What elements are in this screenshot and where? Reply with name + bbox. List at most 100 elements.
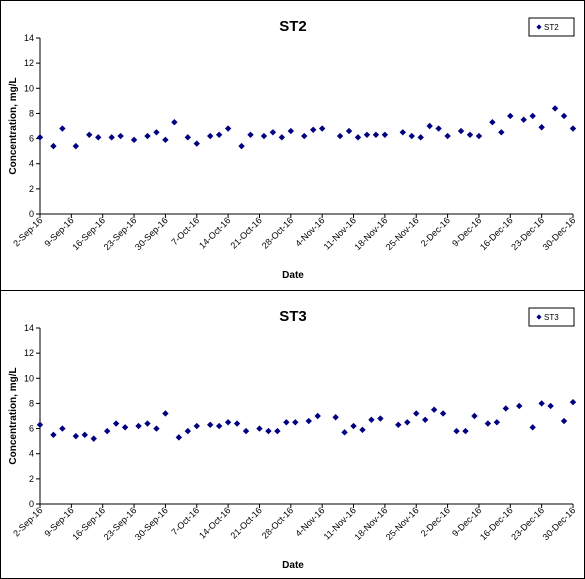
data-point xyxy=(462,427,469,435)
data-point xyxy=(184,427,192,435)
data-point xyxy=(144,132,151,140)
data-point xyxy=(238,142,245,150)
x-tick-label: 23-Sep-16 xyxy=(102,215,139,252)
data-point xyxy=(538,124,545,131)
data-point xyxy=(247,131,254,138)
legend-box xyxy=(528,307,575,327)
data-point xyxy=(193,140,200,147)
x-tick-label: 7-Oct-16 xyxy=(169,215,201,247)
data-point xyxy=(314,412,321,420)
y-tick-label: 14 xyxy=(24,33,34,43)
data-point xyxy=(560,112,568,120)
x-tick-label: 16-Dec-16 xyxy=(478,215,515,252)
data-point xyxy=(162,410,169,417)
y-axis-label: Concentration, mg/L xyxy=(8,367,19,464)
data-point xyxy=(408,132,415,140)
x-tick-label: 25-Nov-16 xyxy=(384,505,421,542)
data-point xyxy=(498,129,505,136)
data-point xyxy=(59,425,66,432)
data-point xyxy=(36,421,44,428)
data-point xyxy=(59,125,66,132)
data-point xyxy=(175,434,183,441)
data-point xyxy=(305,417,312,425)
data-point xyxy=(345,127,353,135)
data-point xyxy=(269,129,277,136)
data-point xyxy=(359,426,366,434)
data-point xyxy=(153,425,160,432)
data-point xyxy=(108,134,115,141)
data-point xyxy=(193,422,200,430)
y-tick-label: 10 xyxy=(24,83,34,93)
data-point xyxy=(368,416,375,423)
data-point xyxy=(215,131,223,138)
y-tick-label: 10 xyxy=(24,373,34,383)
data-point xyxy=(430,406,438,413)
y-tick-label: 12 xyxy=(24,348,34,358)
x-axis-label: Date xyxy=(282,270,304,281)
data-point xyxy=(265,427,272,435)
data-point xyxy=(444,132,451,140)
legend-marker xyxy=(536,24,542,30)
data-point xyxy=(336,132,344,140)
legend: ST3 xyxy=(528,307,575,327)
data-point xyxy=(354,134,362,141)
data-point xyxy=(547,402,554,410)
y-tick-label: 4 xyxy=(29,449,34,459)
legend-label: ST3 xyxy=(544,313,559,322)
data-point xyxy=(215,422,223,430)
data-point xyxy=(466,131,474,138)
x-tick-label: 18-Nov-16 xyxy=(353,505,390,542)
data-point xyxy=(287,127,295,135)
data-point xyxy=(520,116,527,123)
data-point xyxy=(130,136,138,144)
data-point xyxy=(171,119,178,126)
data-point xyxy=(489,119,496,126)
data-point xyxy=(233,420,241,427)
data-point xyxy=(135,422,142,430)
data-point xyxy=(86,131,93,138)
data-point xyxy=(551,105,559,112)
data-point xyxy=(50,142,57,150)
data-point xyxy=(301,132,308,140)
data-point xyxy=(184,134,192,141)
y-tick-label: 0 xyxy=(29,499,34,509)
x-tick-label: 2-Dec-16 xyxy=(419,215,452,248)
data-point xyxy=(90,435,97,442)
chart-title: ST2 xyxy=(279,18,307,35)
data-point xyxy=(453,427,460,435)
data-point xyxy=(207,132,214,140)
data-point xyxy=(381,131,389,138)
data-point xyxy=(242,427,250,435)
legend-marker xyxy=(536,314,542,320)
chart-st2: ST2024681012142-Sep-169-Sep-1616-Sep-162… xyxy=(8,17,577,281)
x-tick-label: 14-Oct-16 xyxy=(197,215,232,250)
data-point xyxy=(377,415,384,422)
data-point xyxy=(117,132,124,140)
x-axis-label: Date xyxy=(282,560,304,571)
y-tick-label: 4 xyxy=(29,159,34,169)
x-tick-label: 7-Oct-16 xyxy=(169,505,201,537)
data-point xyxy=(112,420,120,427)
x-tick-label: 23-Dec-16 xyxy=(509,215,546,252)
x-tick-label: 23-Dec-16 xyxy=(509,505,546,542)
data-point xyxy=(372,131,380,138)
data-point xyxy=(417,134,424,141)
data-point xyxy=(292,419,299,426)
y-tick-label: 8 xyxy=(29,398,34,408)
x-tick-label: 2-Sep-16 xyxy=(11,215,44,248)
data-point xyxy=(162,136,169,144)
data-point xyxy=(395,421,402,428)
x-tick-label: 30-Sep-16 xyxy=(133,215,170,252)
y-tick-label: 8 xyxy=(29,108,34,118)
data-point xyxy=(278,134,286,141)
y-tick-label: 2 xyxy=(29,474,34,484)
data-point xyxy=(332,414,339,421)
data-point xyxy=(413,410,420,417)
y-tick-label: 0 xyxy=(29,209,34,219)
x-tick-label: 14-Oct-16 xyxy=(197,505,232,540)
data-point xyxy=(399,129,406,136)
data-point xyxy=(435,125,442,132)
data-point xyxy=(350,422,357,430)
data-point xyxy=(529,424,536,431)
